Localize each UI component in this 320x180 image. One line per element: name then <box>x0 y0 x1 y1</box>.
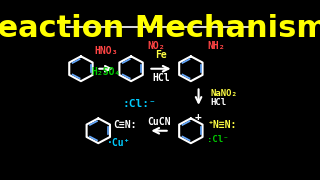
Text: NaNO₂: NaNO₂ <box>210 89 237 98</box>
Text: C≡N:: C≡N: <box>113 120 136 130</box>
Text: ·Cu⁺: ·Cu⁺ <box>107 138 131 148</box>
Text: Fe: Fe <box>155 50 167 60</box>
Text: ⁺N≡N:: ⁺N≡N: <box>207 120 236 130</box>
Text: H₂SO₄: H₂SO₄ <box>91 67 121 77</box>
Text: HCl: HCl <box>152 73 170 83</box>
Text: +: + <box>194 112 201 122</box>
Text: NO₂: NO₂ <box>148 41 165 51</box>
Text: HNO₃: HNO₃ <box>94 46 118 56</box>
Text: :Cl:⁻: :Cl:⁻ <box>123 99 156 109</box>
Text: CuCN: CuCN <box>147 117 171 127</box>
Text: Reaction Mechanisms: Reaction Mechanisms <box>0 14 320 43</box>
Text: :Cl⁻: :Cl⁻ <box>207 135 229 144</box>
Text: NH₂: NH₂ <box>207 41 225 51</box>
Text: HCl: HCl <box>210 98 226 107</box>
